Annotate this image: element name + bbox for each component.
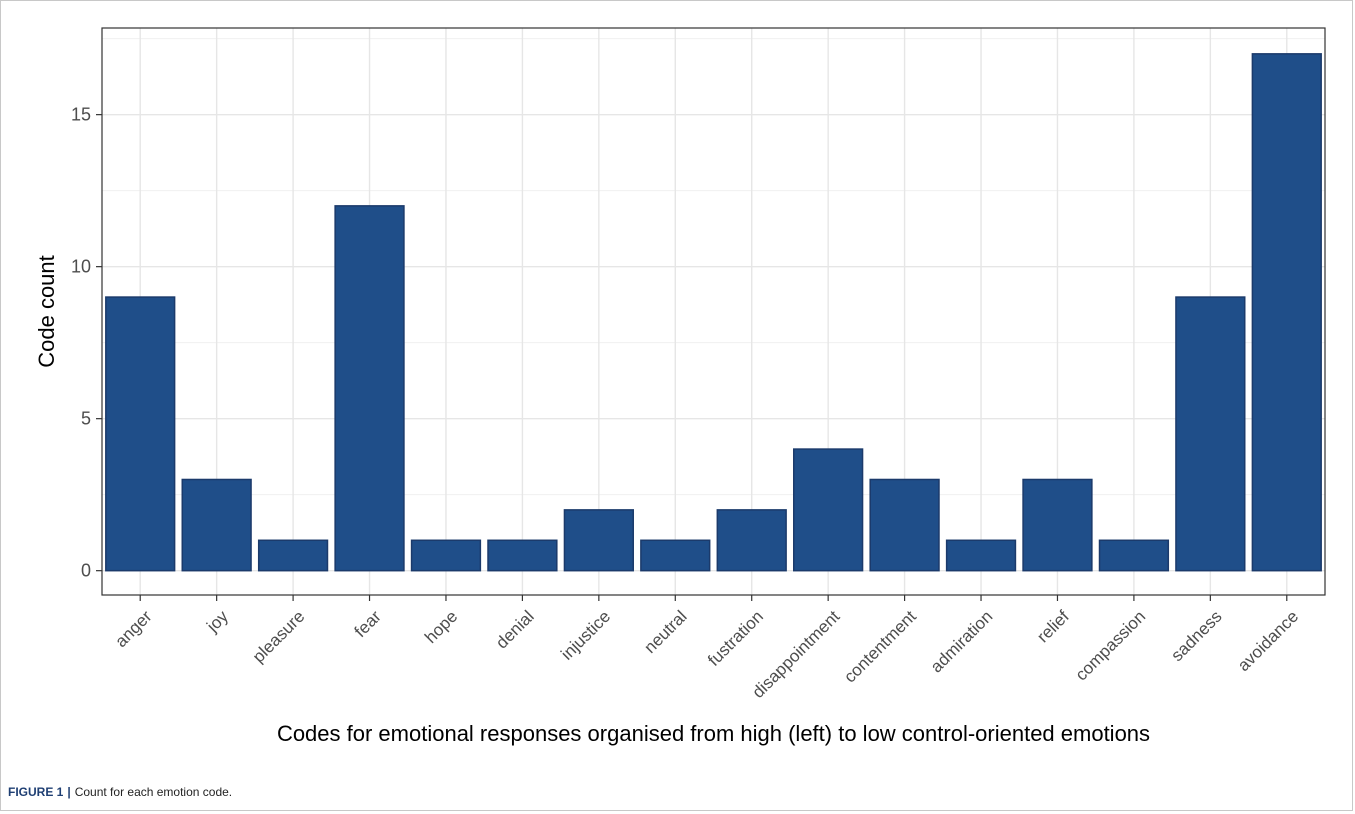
x-tick-label: admiration [927,607,997,677]
bar-avoidance [1251,53,1322,572]
bar-injustice [563,509,634,572]
bar-denial [487,539,558,572]
caption-text: Count for each emotion code. [74,785,233,799]
x-tick-label: injustice [557,607,614,664]
bars [105,53,1322,572]
bar-contentment [869,478,940,572]
x-tick-label: anger [111,607,155,651]
bar-disappointment [793,448,864,572]
bar-fear [334,205,405,572]
bar-anger [105,296,176,572]
bar-fustration [716,509,787,572]
bar-hope [410,539,482,572]
x-tick-label: fustration [704,607,767,670]
y-tick-label: 10 [71,257,91,277]
bar-joy [181,478,252,572]
x-tick-label: avoidance [1234,607,1302,675]
y-tick-label: 0 [81,561,91,581]
plot-panel [102,28,1325,595]
bar-relief [1022,478,1093,572]
panel-border [101,27,1326,596]
bar-admiration [945,539,1017,572]
x-tick-label: compassion [1072,607,1150,685]
y-tick-label: 5 [81,409,91,429]
bar-sadness [1175,296,1246,572]
x-tick-label: sadness [1167,607,1225,665]
x-tick-label: joy [202,607,232,637]
bar-neutral [640,539,711,572]
x-tick-label: contentment [840,607,920,687]
x-tick-label: relief [1033,607,1073,647]
x-axis-title: Codes for emotional responses organised … [277,721,1150,746]
bar-chart: 0 5 10 15 anger joy pleasure fear hope denial inju… [34,27,1326,746]
figure-caption: FIGURE 1 | Count for each emotion code. [8,785,232,799]
x-tick-label: neutral [640,607,690,657]
x-tick-label: denial [492,607,538,653]
bar-pleasure [257,539,329,572]
y-tick-label: 15 [71,105,91,125]
caption-separator: | [67,785,71,799]
x-tick-label: fear [351,607,385,641]
y-axis-title: Code count [34,255,59,368]
bar-compassion [1098,539,1170,572]
x-tick-label: pleasure [249,607,309,667]
x-tick-label: hope [421,607,461,647]
caption-label: FIGURE 1 [8,785,64,799]
